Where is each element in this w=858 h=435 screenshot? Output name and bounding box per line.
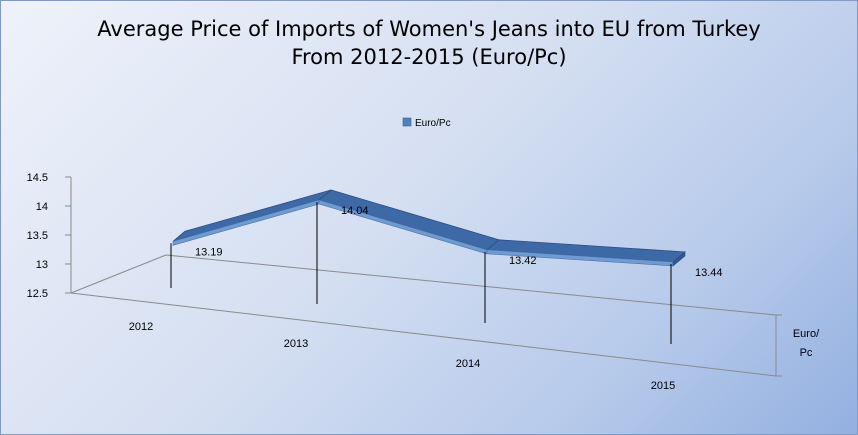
legend: Euro/Pc	[402, 117, 451, 129]
data-label-2012: 13.19	[195, 246, 223, 258]
chart-title-line-1: Average Price of Imports of Women's Jean…	[97, 17, 761, 41]
data-label-2014: 13.42	[509, 255, 537, 267]
chart-title-line-2: From 2012-2015 (Euro/Pc)	[291, 45, 567, 69]
data-labels: 13.19 14.04 13.42 13.44	[195, 205, 723, 279]
x-tick-label-2013: 2013	[284, 338, 308, 350]
y-tick-label-2: 13.5	[27, 230, 48, 242]
y-tick-label-4: 14.5	[27, 172, 48, 184]
drop-lines	[170, 202, 672, 344]
ribbon-top-0	[172, 189, 332, 242]
x-tick-label-2015: 2015	[651, 380, 675, 392]
ribbon-end-cap	[672, 251, 686, 267]
floor-left-edge	[70, 254, 167, 294]
y-tick-label-0: 12.5	[27, 288, 48, 300]
legend-swatch	[402, 117, 412, 127]
floor-front-edge	[70, 292, 777, 377]
data-label-2013: 14.04	[341, 205, 369, 217]
legend-label: Euro/Pc	[415, 118, 451, 129]
series-ribbon	[172, 189, 687, 267]
x-tick-label-2014: 2014	[456, 358, 480, 370]
ribbon-front-0	[172, 199, 320, 246]
floor-back-edge	[165, 254, 777, 316]
x-tick-label-2012: 2012	[129, 321, 153, 333]
depth-axis-label-line-2: Pc	[800, 347, 813, 359]
depth-axis-label-line-1: Euro/	[793, 328, 820, 340]
axes: 12.5 13 13.5 14 14.5 2012 2013 2014 2015 Euro/Pc	[27, 172, 821, 392]
ribbon-top-1	[318, 189, 500, 251]
y-tick-label-1: 13	[36, 259, 48, 271]
data-label-2015: 13.44	[695, 267, 723, 279]
chart-title: Average Price of Imports of Women's Jean…	[1, 15, 857, 71]
y-tick-label-3: 14	[36, 201, 48, 213]
